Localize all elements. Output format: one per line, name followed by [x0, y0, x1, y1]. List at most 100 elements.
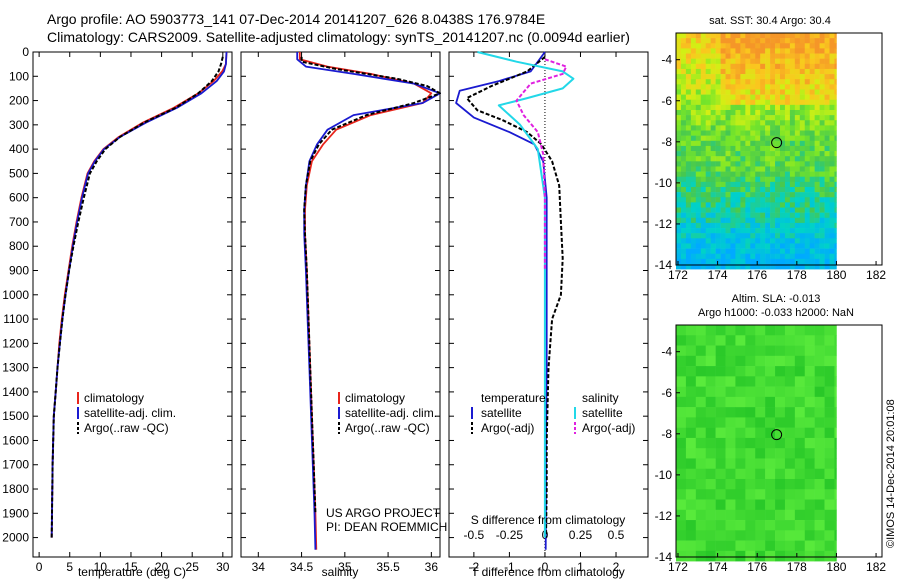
map-cell [765, 125, 771, 131]
map-cell [735, 166, 741, 172]
map-cell [760, 202, 766, 208]
map-cell [834, 228, 837, 234]
map-cell [745, 171, 751, 178]
map-cell [775, 478, 786, 490]
map-cell [784, 437, 796, 449]
project-annotation: US ARGO PROJECT [326, 506, 441, 520]
map-cell [784, 458, 796, 470]
map-cell [789, 63, 796, 70]
map-cell [710, 238, 716, 244]
map-cell [745, 345, 756, 357]
map-cell [829, 186, 835, 193]
map-cell [804, 109, 810, 116]
map-cell [705, 115, 711, 121]
map-cell [690, 171, 697, 178]
map-cell [720, 33, 726, 39]
map-cell [735, 376, 746, 387]
map-cell [725, 509, 736, 521]
map-cell [730, 197, 736, 203]
map-cell [680, 135, 687, 142]
s-tick-label: 0.25 [569, 528, 593, 542]
map-cell [775, 530, 786, 541]
map-cell [794, 386, 806, 398]
map-cell [715, 212, 721, 219]
map-cell [725, 115, 731, 121]
map-cell [750, 33, 756, 39]
salinity-panel: 34 34.5 35 35.5 36 salinity climatology sate… [240, 51, 447, 579]
map-cell [799, 94, 806, 101]
salinity-legend: climatology satellite-adj. clim. Argo(..… [338, 391, 437, 435]
map-cell [819, 212, 825, 219]
map-cell [809, 192, 815, 198]
map-cell [819, 233, 825, 239]
map-cell [809, 186, 815, 193]
map-cell [705, 197, 711, 203]
map-cell [814, 437, 825, 449]
map-cell [804, 253, 810, 260]
map-cell [770, 202, 776, 208]
map-cell [685, 222, 692, 229]
map-cell [804, 140, 810, 147]
map-cell [775, 448, 786, 459]
map-cell [819, 258, 825, 265]
map-cell [814, 192, 820, 198]
map-cell [750, 68, 756, 75]
map-cell [765, 345, 776, 357]
map-cell [695, 263, 702, 270]
sst-map-panel: sat. SST: 30.4 Argo: 30.4 172 174 176 178 18… [655, 15, 887, 282]
map-cell [730, 63, 736, 70]
map-cell [750, 63, 756, 70]
map-cell [745, 396, 756, 408]
map-cell [814, 238, 820, 244]
map-cell [794, 130, 801, 136]
map-cell [720, 186, 726, 193]
map-cell [755, 396, 766, 408]
map-cell [705, 238, 711, 244]
map-cell [775, 125, 781, 131]
map-cell [705, 222, 711, 229]
map-cell [710, 233, 716, 239]
map-cell [740, 176, 746, 183]
map-cell [710, 104, 716, 111]
map-cell [814, 58, 820, 65]
map-cell [705, 437, 716, 449]
map-cell [755, 407, 766, 418]
map-cell [750, 248, 756, 255]
map-cell [794, 63, 801, 70]
map-cell [775, 176, 781, 183]
map-cell [725, 437, 736, 449]
map-cell [770, 258, 776, 265]
map-cell [695, 104, 702, 111]
map-cell [685, 33, 692, 39]
map-cell [789, 248, 796, 255]
map-cell [695, 489, 707, 500]
map-cell [745, 458, 756, 470]
map-cell [680, 263, 687, 270]
map-cell [765, 202, 771, 208]
map-cell [794, 437, 806, 449]
map-cell [770, 186, 776, 193]
map-cell [804, 125, 810, 131]
map-cell [740, 253, 746, 260]
map-cell [735, 156, 741, 162]
map-cell [770, 58, 776, 65]
map-cell [715, 140, 721, 147]
map-cell [804, 89, 810, 95]
map-cell [745, 248, 751, 255]
map-cell [676, 89, 682, 95]
map-cell [829, 63, 835, 70]
map-cell [725, 53, 731, 59]
map-cell [824, 192, 830, 198]
map-cell [710, 166, 716, 172]
map-cell [824, 550, 835, 562]
map-cell [695, 478, 707, 490]
map-cell [834, 386, 837, 398]
map-cell [745, 207, 751, 213]
map-cell [750, 74, 756, 80]
map-cell [779, 130, 786, 136]
map-cell [690, 197, 697, 203]
map-cell [804, 115, 810, 121]
map-cell [824, 386, 835, 398]
map-cell [740, 161, 746, 167]
map-cell [715, 530, 726, 541]
